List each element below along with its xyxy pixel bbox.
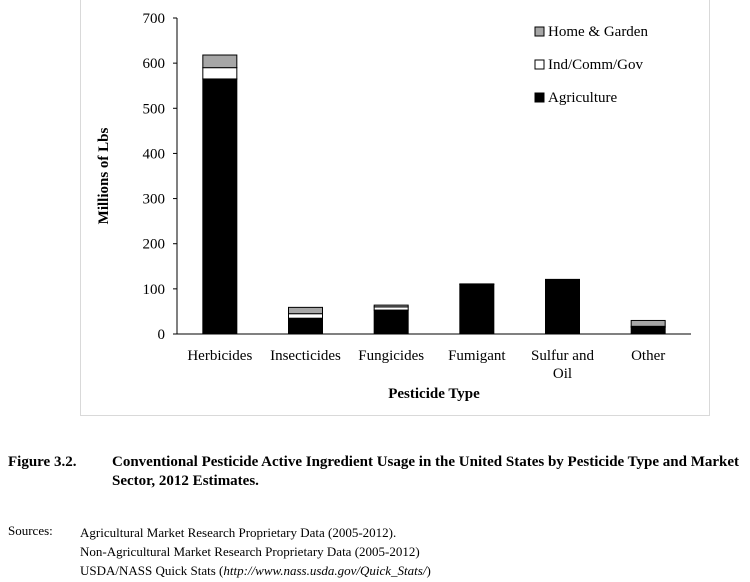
legend-label: Ind/Comm/Gov: [548, 57, 644, 73]
bar-segment-agriculture: [545, 278, 580, 335]
y-tick-label: 500: [143, 101, 166, 117]
x-tick-label: Sulfur and: [531, 348, 594, 364]
y-axis-title: Millions of Lbs: [96, 127, 112, 224]
bar-segment-home-garden: [288, 306, 323, 315]
source-url: http://www.nass.usda.gov/Quick_Stats/: [223, 563, 427, 578]
y-tick-label: 600: [143, 56, 166, 72]
x-tick-label: Oil: [553, 366, 572, 382]
y-tick-label: 300: [143, 192, 166, 208]
y-tick-label: 0: [158, 327, 166, 343]
y-tick-label: 100: [143, 282, 166, 298]
bar-segment-home-garden: [630, 319, 666, 327]
y-tick-label: 700: [143, 11, 166, 27]
bar-segment-agriculture: [630, 326, 666, 335]
x-tick-label: Insecticides: [270, 348, 341, 364]
y-tick-label: 400: [143, 146, 166, 162]
bar-segment-agriculture: [373, 309, 409, 335]
x-tick-label: Fungicides: [358, 348, 424, 364]
x-axis-title: Pesticide Type: [388, 386, 480, 402]
sources-label: Sources:: [8, 523, 53, 538]
figure-title: Conventional Pesticide Active Ingredient…: [112, 454, 740, 489]
bar-segment-ind-comm-gov: [288, 313, 323, 319]
x-tick-label: Herbicides: [187, 348, 252, 364]
x-tick-label: Fumigant: [448, 348, 506, 364]
bar-segment-home-garden: [373, 304, 409, 308]
source-text: ): [426, 563, 431, 578]
source-text: USDA/NASS Quick Stats (: [80, 563, 224, 578]
legend-label: Home & Garden: [548, 24, 648, 40]
legend-label: Agriculture: [548, 90, 617, 106]
source-line: Agricultural Market Research Proprietary…: [80, 525, 397, 540]
chart-container: 0 100 200 300 400 500 600 700 Millions of Lbs Pes…: [80, 0, 710, 416]
x-tick-label: Other: [631, 348, 665, 364]
source-line: Non-Agricultural Market Research Proprie…: [80, 544, 420, 559]
sources-list: Agricultural Market Research Proprietary…: [80, 523, 431, 580]
legend-swatch: [534, 59, 545, 70]
y-tick-label: 200: [143, 237, 166, 253]
bar-segment-agriculture: [459, 283, 495, 335]
bar-segment-agriculture: [288, 317, 323, 335]
legend-swatch: [534, 26, 545, 37]
source-line: USDA/NASS Quick Stats (http://www.nass.u…: [80, 561, 431, 580]
legend-swatch: [534, 92, 545, 103]
bar-segment-agriculture: [202, 78, 238, 335]
bar-segment-ind-comm-gov: [202, 67, 238, 80]
figure-number: Figure 3.2.: [8, 454, 77, 470]
bar-segment-home-garden: [202, 54, 238, 69]
stacked-bar-chart: 0 100 200 300 400 500 600 700 Millions of Lbs Pes…: [96, 11, 691, 402]
